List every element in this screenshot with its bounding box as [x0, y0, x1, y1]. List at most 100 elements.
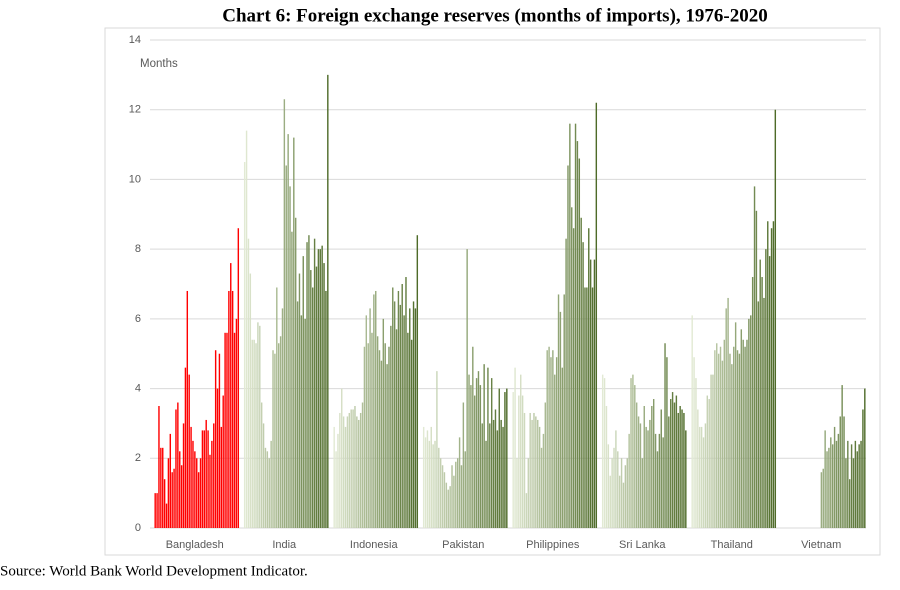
bar	[412, 301, 415, 528]
bar	[352, 409, 354, 528]
x-tick-label: Vietnam	[801, 539, 841, 551]
bar	[765, 249, 767, 528]
bar	[847, 440, 849, 528]
x-tick-label: Pakistan	[442, 539, 484, 551]
bar	[323, 263, 325, 528]
bar	[466, 249, 468, 528]
bar	[257, 322, 259, 528]
bar	[518, 395, 520, 528]
bar	[624, 465, 627, 528]
bar	[276, 287, 278, 528]
bar	[220, 426, 223, 528]
bar	[371, 332, 373, 528]
bar	[731, 364, 733, 528]
bar	[772, 221, 775, 528]
bar	[512, 392, 514, 528]
bar	[173, 468, 175, 528]
bar	[618, 475, 621, 528]
bar	[403, 315, 405, 528]
bar	[502, 426, 504, 528]
bar	[397, 290, 400, 528]
bar	[837, 433, 840, 528]
bar	[376, 336, 379, 528]
x-tick-label: Bangladesh	[166, 539, 224, 551]
bar	[763, 297, 765, 528]
bar	[165, 503, 168, 528]
y-axis-label: Months	[140, 58, 178, 70]
bar	[348, 412, 351, 528]
bar	[430, 426, 432, 528]
bar	[339, 412, 341, 528]
bar	[380, 360, 383, 528]
bar	[669, 399, 672, 528]
bar	[641, 458, 644, 528]
bar	[736, 350, 739, 528]
bar	[609, 475, 611, 528]
bar	[475, 378, 478, 528]
bar	[647, 430, 649, 528]
bar	[533, 412, 535, 528]
bar	[272, 350, 274, 528]
bar	[643, 406, 645, 528]
bar	[852, 458, 855, 528]
bar	[559, 311, 562, 528]
bar	[207, 430, 209, 528]
bar	[477, 371, 480, 528]
bar	[826, 451, 828, 528]
bar	[563, 294, 565, 528]
bar	[287, 134, 289, 528]
bar	[546, 350, 548, 528]
bar	[283, 99, 286, 528]
bar	[163, 479, 166, 528]
bar	[572, 228, 575, 528]
bar	[601, 374, 604, 528]
bar	[721, 360, 724, 528]
bar	[725, 308, 727, 528]
bar	[489, 423, 491, 528]
bar	[742, 339, 744, 528]
bar	[346, 416, 349, 528]
bar	[850, 444, 853, 528]
bar	[432, 444, 434, 528]
x-tick-label: India	[272, 539, 297, 551]
bar	[595, 102, 598, 528]
bar	[209, 454, 211, 528]
bar	[438, 447, 440, 528]
bar	[504, 392, 506, 528]
bar	[677, 412, 679, 528]
bar	[361, 402, 364, 528]
bar	[194, 451, 196, 528]
bar	[224, 332, 226, 528]
bar	[578, 158, 581, 528]
bar	[203, 430, 206, 528]
bar	[673, 402, 676, 528]
bar	[253, 339, 255, 528]
bar	[531, 419, 533, 528]
bar	[719, 346, 722, 528]
bar	[490, 378, 493, 528]
bar	[751, 277, 754, 528]
bar	[479, 385, 482, 528]
bar	[247, 238, 250, 528]
bar	[315, 266, 318, 528]
bar	[410, 339, 413, 528]
bar	[245, 130, 248, 528]
bar	[464, 451, 466, 528]
bar	[561, 367, 564, 528]
bar	[565, 238, 567, 528]
bar	[854, 440, 857, 528]
bar	[593, 259, 596, 528]
bar	[190, 426, 192, 528]
bar	[285, 165, 287, 528]
bar	[342, 416, 345, 528]
bar	[300, 315, 303, 528]
bar	[586, 287, 588, 528]
bar	[192, 440, 194, 528]
bar	[390, 325, 392, 528]
bar	[311, 287, 314, 528]
bar	[337, 433, 339, 528]
bar	[584, 287, 586, 528]
bar	[746, 339, 748, 528]
bar	[571, 207, 573, 529]
bar	[199, 458, 202, 528]
